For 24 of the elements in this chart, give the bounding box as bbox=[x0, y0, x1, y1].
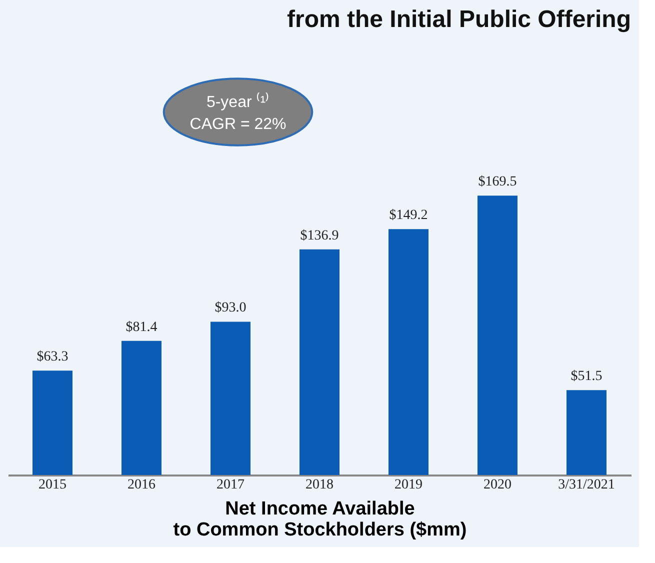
chart-title: from the Initial Public Offering bbox=[286, 6, 631, 33]
x-tick-label: 2020 bbox=[484, 478, 512, 492]
x-tick-label: 2015 bbox=[38, 478, 66, 492]
bar bbox=[32, 370, 72, 475]
text: 5-year ⁽¹⁾ CAGR = 22% bbox=[190, 92, 286, 133]
data-label: $149.2 bbox=[389, 208, 428, 224]
data-label: $81.4 bbox=[126, 320, 158, 335]
data-label: $51.5 bbox=[570, 369, 602, 384]
x-tick-label: 3/31/2021 bbox=[558, 478, 615, 492]
data-label: $169.5 bbox=[478, 174, 517, 190]
x-tick-label: 2018 bbox=[306, 478, 334, 492]
x-axis-title: Net Income Available to Common Stockholders ($mm) bbox=[173, 498, 467, 540]
x-tick-label: 2019 bbox=[394, 478, 422, 492]
bar bbox=[388, 229, 428, 475]
bar bbox=[122, 340, 162, 475]
data-label: $93.0 bbox=[214, 300, 246, 316]
data-label: $136.9 bbox=[300, 228, 339, 244]
data-label: $63.3 bbox=[36, 350, 68, 365]
x-tick-label: 2016 bbox=[128, 478, 156, 492]
bar bbox=[566, 390, 606, 475]
bar bbox=[300, 249, 340, 475]
bar bbox=[478, 196, 518, 475]
bar bbox=[210, 322, 250, 475]
x-tick-label: 2017 bbox=[216, 478, 244, 492]
